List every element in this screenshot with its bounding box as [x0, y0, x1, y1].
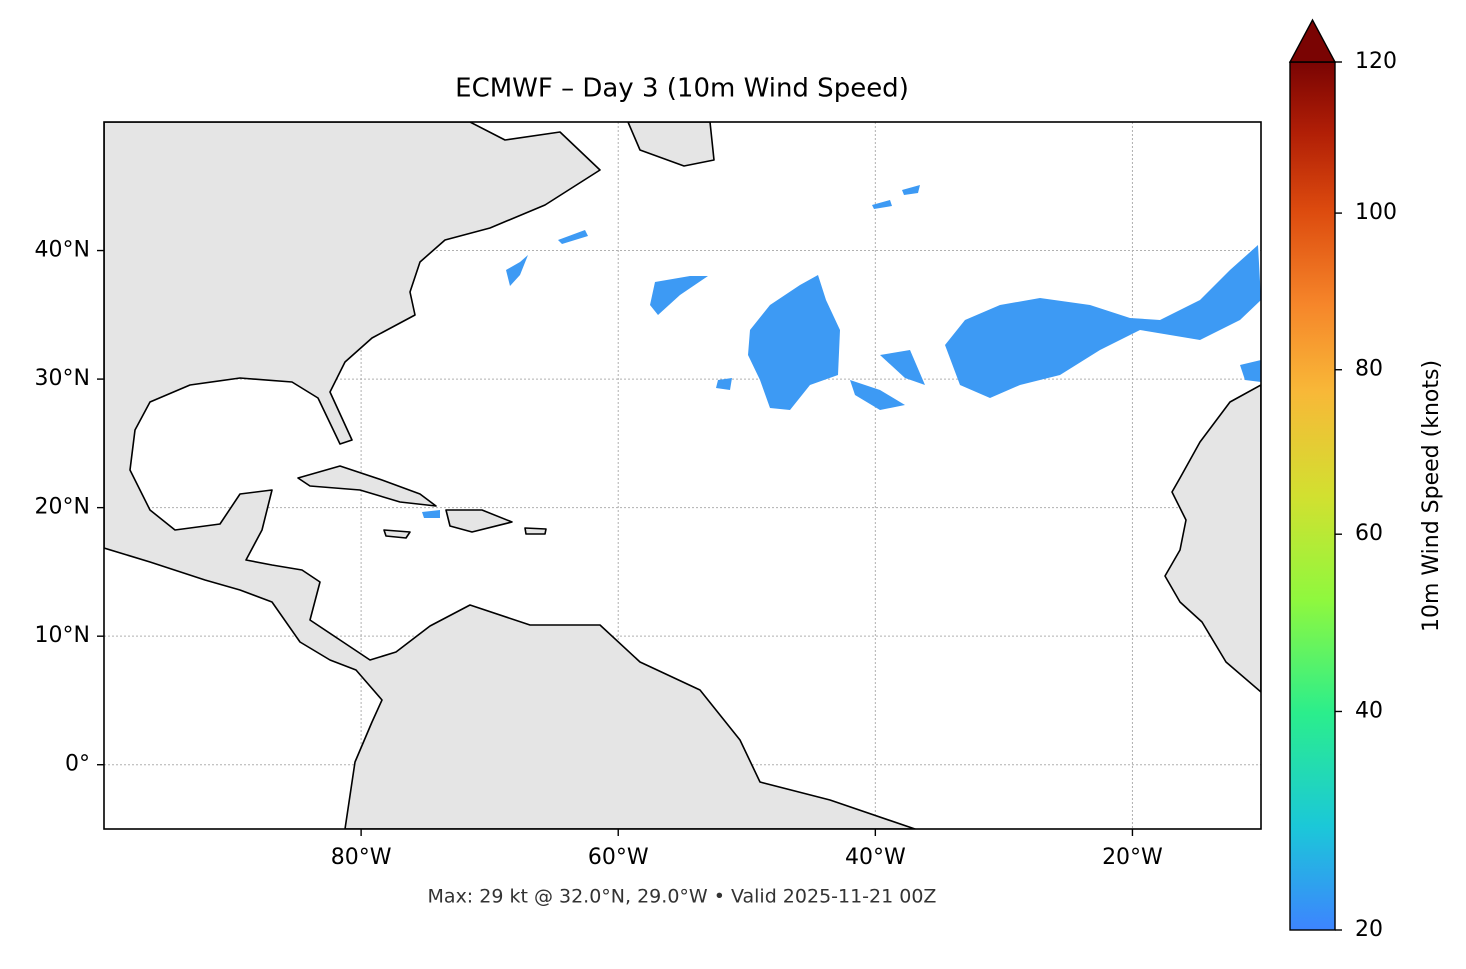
wind-field — [422, 185, 1261, 518]
africa — [1164, 384, 1261, 693]
newfoundland — [627, 122, 715, 167]
colorbar-tick-label: 20 — [1355, 917, 1383, 942]
x-tick-label: 20°W — [1102, 845, 1163, 870]
cuba — [297, 465, 437, 507]
plot-frame — [103, 121, 1262, 830]
colorbar: 20 40 60 80 100 120 — [1288, 18, 1397, 942]
y-tick-label: 20°N — [35, 495, 90, 520]
colorbar-extend — [1288, 18, 1337, 63]
footnote: Max: 29 kt @ 32.0°N, 29.0°W • Valid 2025… — [428, 886, 937, 908]
colorbar-label: 10m Wind Speed (knots) — [1419, 360, 1444, 632]
colorbar-tick-label: 100 — [1355, 200, 1397, 225]
americas — [104, 122, 916, 829]
puerto-rico — [524, 527, 547, 535]
colorbar-tick-label: 40 — [1355, 698, 1383, 723]
colorbar-scale — [1289, 61, 1336, 931]
hispaniola — [445, 509, 513, 533]
x-tick-label: 80°W — [331, 845, 392, 870]
colorbar-tick-label: 120 — [1355, 49, 1397, 74]
y-tick-label: 40°N — [35, 238, 90, 263]
y-tick-label: 10°N — [35, 623, 90, 648]
jamaica — [383, 529, 411, 539]
colorbar-tick-label: 80 — [1355, 357, 1383, 382]
x-tick-label: 60°W — [588, 845, 649, 870]
map-area — [104, 122, 1261, 829]
colorbar-tick-label: 60 — [1355, 521, 1383, 546]
y-tick-label: 0° — [65, 752, 90, 777]
chart-title: ECMWF – Day 3 (10m Wind Speed) — [455, 74, 909, 104]
x-tick-label: 40°W — [845, 845, 906, 870]
y-tick-label: 30°N — [35, 366, 90, 391]
